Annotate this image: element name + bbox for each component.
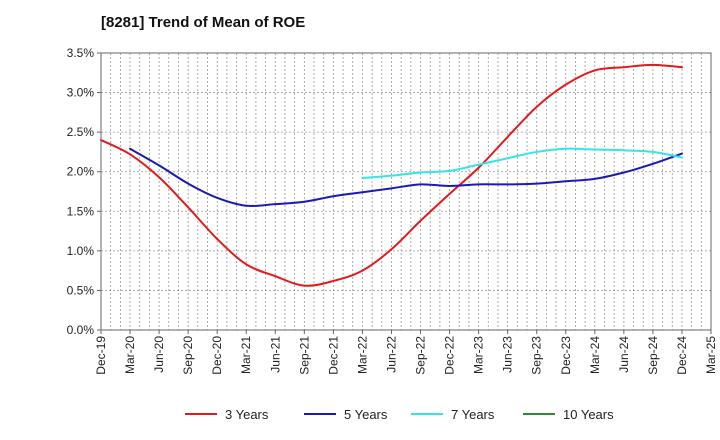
x-tick-label: Dec-21	[326, 336, 340, 375]
legend-label-3-years: 3 Years	[225, 407, 269, 422]
grid-lines	[101, 53, 711, 330]
y-axis: 0.0% 0.5% 1.0% 1.5% 2.0% 2.5% 3.0% 3.5%	[67, 46, 101, 337]
x-tick-label: Sep-22	[414, 336, 428, 375]
chart-title: [8281] Trend of Mean of ROE	[101, 14, 306, 31]
y-tick-label: 0.0%	[67, 323, 95, 337]
x-tick-label: Sep-20	[181, 336, 195, 375]
plot-frame	[100, 52, 712, 331]
x-tick-label: Jun-22	[384, 336, 398, 373]
x-tick-label: Jun-23	[501, 336, 515, 373]
x-tick-label: Mar-23	[472, 336, 486, 374]
x-tick-label: Jun-24	[617, 336, 631, 373]
x-tick-label: Dec-24	[675, 336, 689, 375]
x-tick-label: Jun-21	[268, 336, 282, 373]
legend-label-7-years: 7 Years	[451, 407, 495, 422]
y-tick-label: 2.0%	[67, 165, 95, 179]
legend-label-5-years: 5 Years	[344, 407, 388, 422]
legend-label-10-years: 10 Years	[563, 407, 614, 422]
x-tick-label: Sep-23	[530, 336, 544, 375]
x-tick-label: Dec-20	[210, 336, 224, 375]
x-tick-label: Jun-20	[152, 336, 166, 373]
series-line-5-years	[129, 147, 683, 208]
series-line-7-years	[361, 147, 683, 180]
x-tick-label: Dec-19	[94, 336, 108, 375]
legend: 3 Years 5 Years 7 Years 10 Years	[185, 407, 614, 422]
y-tick-label: 3.0%	[67, 86, 95, 100]
x-tick-label: Mar-20	[123, 336, 137, 374]
y-tick-label: 1.0%	[67, 244, 95, 258]
x-tick-label: Dec-22	[443, 336, 457, 375]
series-line-3-years	[100, 63, 683, 287]
x-tick-label: Mar-21	[239, 336, 253, 374]
x-tick-label: Mar-22	[355, 336, 369, 374]
x-tick-label: Mar-24	[588, 336, 602, 374]
y-tick-label: 1.5%	[67, 204, 95, 218]
y-tick-label: 2.5%	[67, 125, 95, 139]
x-tick-label: Dec-23	[559, 336, 573, 375]
x-tick-label: Mar-25	[704, 336, 718, 374]
y-tick-label: 3.5%	[67, 46, 95, 60]
x-axis: Dec-19 Mar-20 Jun-20 Sep-20 Dec-20 Mar-21 Jun-…	[94, 330, 718, 375]
x-tick-label: Sep-24	[646, 336, 660, 375]
x-tick-label: Sep-21	[297, 336, 311, 375]
y-tick-label: 0.5%	[67, 283, 95, 297]
series-layer	[100, 63, 683, 287]
